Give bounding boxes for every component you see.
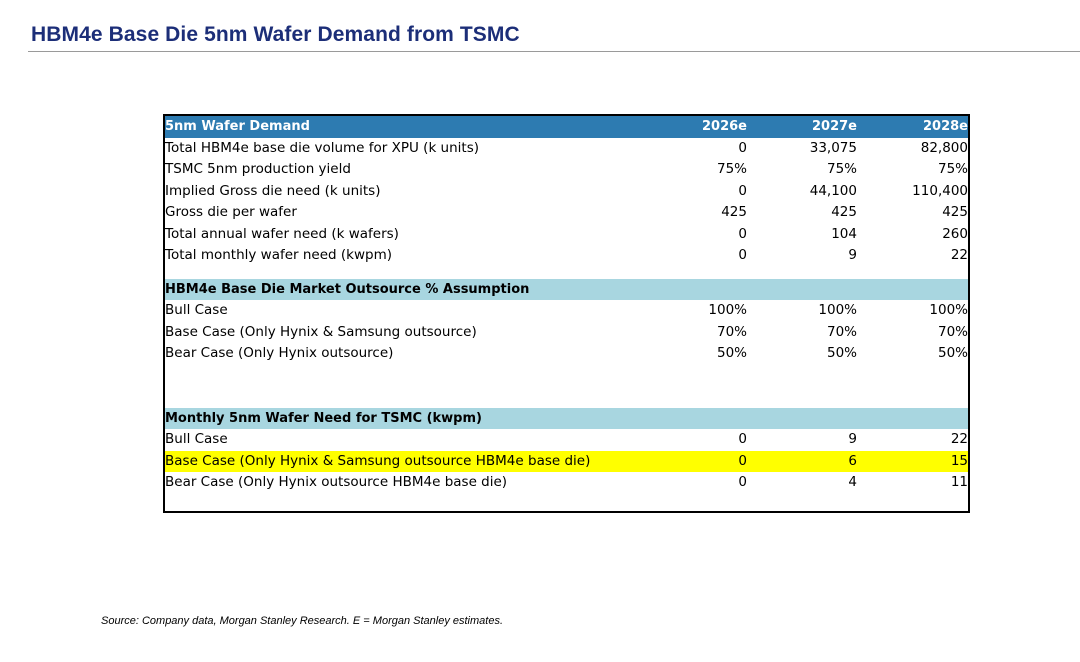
- demand-row: Total HBM4e base die volume for XPU (k u…: [165, 138, 968, 160]
- row-label: Total HBM4e base die volume for XPU (k u…: [165, 139, 480, 156]
- cell-2028e: 110,400: [912, 182, 968, 199]
- table-header-row: 5nm Wafer Demand 2026e 2027e 2028e: [165, 116, 968, 138]
- outsource-row: Bear Case (Only Hynix outsource) 50% 50% 50…: [165, 343, 968, 365]
- cell-2028e: 425: [942, 204, 968, 221]
- row-label: TSMC 5nm production yield: [165, 161, 351, 178]
- cell-2026e: 75%: [716, 161, 747, 178]
- monthly-section-header-label: Monthly 5nm Wafer Need for TSMC (kwpm): [165, 407, 968, 429]
- year-header: 2028e: [857, 116, 968, 138]
- spacer-row: [165, 267, 968, 279]
- outsource-section-header: HBM4e Base Die Market Outsource % Assump…: [165, 278, 968, 300]
- demand-row: Implied Gross die need (k units) 0 44,100 1…: [165, 181, 968, 203]
- spacer-cell: [165, 365, 968, 408]
- row-label: Total monthly wafer need (kwpm): [165, 247, 393, 264]
- cell-2027e: 50%: [826, 345, 857, 362]
- row-label: Bull Case: [165, 302, 228, 319]
- cell-2028e: 22: [950, 247, 968, 264]
- source-note: Source: Company data, Morgan Stanley Res…: [101, 615, 504, 627]
- year-header: 2026e: [634, 116, 747, 138]
- cell-2028e: 75%: [937, 161, 968, 178]
- cell-2028e: 70%: [937, 323, 968, 340]
- cell-2027e: 70%: [826, 323, 857, 340]
- page-title: HBM4e Base Die 5nm Wafer Demand from TSM…: [31, 23, 520, 46]
- cell-2026e: 0: [738, 474, 747, 491]
- cell-2026e: 0: [634, 450, 747, 472]
- row-label: Bear Case (Only Hynix outsource): [165, 345, 394, 362]
- cell-2028e: 100%: [929, 302, 968, 319]
- cell-2027e: 9: [848, 247, 857, 264]
- title-divider: [28, 51, 1080, 52]
- cell-2027e: 104: [831, 225, 857, 242]
- row-label: Implied Gross die need (k units): [165, 182, 381, 199]
- wafer-demand-table: 5nm Wafer Demand 2026e 2027e 2028e Total HBM…: [163, 114, 970, 513]
- outsource-section-header-label: HBM4e Base Die Market Outsource % Assump…: [165, 278, 968, 300]
- cell-2026e: 50%: [716, 345, 747, 362]
- demand-row: Gross die per wafer 425 425 425: [165, 202, 968, 224]
- cell-2028e: 260: [942, 225, 968, 242]
- outsource-row: Base Case (Only Hynix & Samsung outsourc…: [165, 322, 968, 344]
- year-header: 2027e: [747, 116, 857, 138]
- row-label: Base Case (Only Hynix & Samsung outsourc…: [165, 450, 634, 472]
- cell-2026e: 0: [738, 225, 747, 242]
- monthly-row: Bull Case 0 9 22: [165, 429, 968, 451]
- demand-row: TSMC 5nm production yield 75% 75% 75%: [165, 159, 968, 181]
- cell-2026e: 70%: [716, 323, 747, 340]
- cell-2026e: 0: [738, 139, 747, 156]
- row-label: Gross die per wafer: [165, 204, 297, 221]
- monthly-row: Bear Case (Only Hynix outsource HBM4e ba…: [165, 472, 968, 494]
- demand-row: Total annual wafer need (k wafers) 0 104 26…: [165, 224, 968, 246]
- spacer-cell: [165, 267, 968, 279]
- row-label: Bull Case: [165, 431, 228, 448]
- spacer-row: [165, 365, 968, 408]
- cell-2026e: 0: [738, 182, 747, 199]
- cell-2026e: 100%: [708, 302, 747, 319]
- monthly-row: Base Case (Only Hynix & Samsung outsourc…: [165, 450, 968, 472]
- cell-2026e: 425: [721, 204, 747, 221]
- cell-2028e: 11: [950, 474, 968, 491]
- cell-2027e: 33,075: [809, 139, 857, 156]
- cell-2027e: 4: [848, 474, 857, 491]
- cell-2027e: 75%: [826, 161, 857, 178]
- cell-2027e: 425: [831, 204, 857, 221]
- header-label: 5nm Wafer Demand: [165, 116, 634, 138]
- cell-2028e: 50%: [937, 345, 968, 362]
- monthly-section-header: Monthly 5nm Wafer Need for TSMC (kwpm): [165, 407, 968, 429]
- cell-2026e: 0: [738, 247, 747, 264]
- cell-2028e: 82,800: [920, 139, 968, 156]
- row-label: Base Case (Only Hynix & Samsung outsourc…: [165, 323, 477, 340]
- cell-2027e: 6: [747, 450, 857, 472]
- cell-2027e: 44,100: [809, 182, 857, 199]
- demand-row: Total monthly wafer need (kwpm) 0 9 22: [165, 245, 968, 267]
- cell-2026e: 0: [738, 431, 747, 448]
- cell-2027e: 9: [848, 431, 857, 448]
- outsource-row: Bull Case 100% 100% 100%: [165, 300, 968, 322]
- cell-2027e: 100%: [818, 302, 857, 319]
- row-label: Total annual wafer need (k wafers): [165, 225, 399, 242]
- row-label: Bear Case (Only Hynix outsource HBM4e ba…: [165, 474, 508, 491]
- cell-2028e: 15: [857, 450, 968, 472]
- cell-2028e: 22: [950, 431, 968, 448]
